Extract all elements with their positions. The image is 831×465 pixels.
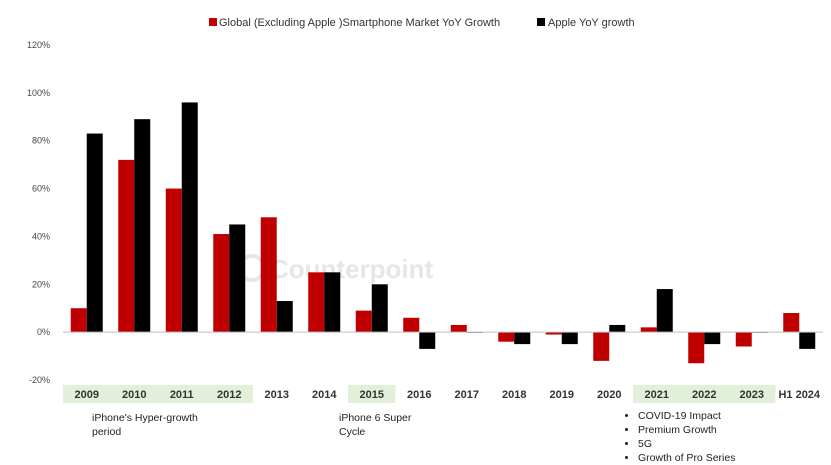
x-tick-label: 2010 [122, 389, 146, 401]
watermark: Counterpoint [238, 254, 434, 284]
category-highlights [63, 385, 776, 403]
x-tick-label: 2009 [75, 389, 99, 401]
x-tick-label: 2014 [312, 389, 337, 401]
legend-swatch-apple [537, 18, 545, 26]
annotation-hyper-growth: iPhone's Hyper-growth period [92, 412, 198, 438]
x-tick-label: 2012 [217, 389, 241, 401]
legend: Global (Excluding Apple )Smartphone Mark… [209, 17, 635, 29]
x-tick-label: 2019 [550, 389, 574, 401]
y-tick-label: 40% [32, 231, 50, 241]
driver-item: 5G [638, 437, 775, 451]
bar-apple-2016 [419, 332, 436, 349]
bar-global-2021 [640, 327, 657, 333]
bar-global-2011 [165, 188, 182, 333]
y-tick-label: 60% [32, 184, 50, 194]
annotation-iphone6: iPhone 6 Super Cycle [339, 412, 412, 438]
x-tick-label: 2022 [692, 389, 716, 401]
bar-global-2012 [213, 234, 230, 333]
bar-global-2023 [735, 332, 752, 347]
bar-apple-2009 [86, 133, 103, 333]
watermark-text: Counterpoint [270, 254, 434, 284]
bar-apple-2015 [371, 284, 388, 333]
bar-global-2017 [450, 324, 467, 333]
y-tick-label: 80% [32, 136, 50, 146]
y-axis: 120% 100% 80% 60% 40% 20% 0% -20% [27, 40, 50, 385]
bar-global-2010 [118, 159, 135, 333]
category-highlight [728, 385, 776, 403]
y-tick-label: -20% [29, 375, 50, 385]
legend-label-global: Global (Excluding Apple )Smartphone Mark… [219, 17, 500, 29]
legend-label-apple: Apple YoY growth [548, 17, 635, 29]
y-tick-label: 0% [37, 327, 50, 337]
bar-apple-h1-2024 [799, 332, 816, 349]
driver-item: COVID-19 Impact [638, 409, 775, 423]
category-highlight [63, 385, 111, 403]
annotation-2021-drivers: COVID-19 Impact Premium Growth 5G Growth… [625, 409, 775, 465]
category-highlight [633, 385, 681, 403]
bar-apple-2019 [561, 332, 578, 345]
bar-apple-2022 [704, 332, 721, 345]
bar-apple-2013 [276, 301, 293, 333]
bar-global-2015 [355, 310, 372, 333]
x-tick-label: 2020 [597, 389, 621, 401]
bar-global-2019 [545, 332, 562, 335]
x-tick-label: 2023 [740, 389, 764, 401]
category-highlight [348, 385, 396, 403]
bars [70, 102, 816, 364]
bar-global-2016 [403, 317, 420, 333]
bar-global-2009 [70, 308, 87, 333]
x-tick-label: H1 2024 [778, 389, 820, 401]
y-tick-label: 120% [27, 40, 50, 50]
x-tick-label: 2011 [170, 389, 194, 401]
legend-swatch-global [209, 18, 217, 26]
x-tick-label: 2016 [407, 389, 431, 401]
bar-apple-2010 [134, 119, 151, 333]
x-tick-label: 2021 [645, 389, 669, 401]
bar-apple-2018 [514, 332, 531, 345]
bar-global-2020 [593, 332, 610, 361]
bar-global-2014 [308, 272, 325, 333]
category-highlight [205, 385, 253, 403]
bar-apple-2012 [229, 224, 246, 333]
category-highlight [158, 385, 206, 403]
x-tick-label: 2017 [455, 389, 479, 401]
x-tick-label: 2013 [265, 389, 289, 401]
driver-list: COVID-19 Impact Premium Growth 5G Growth… [625, 409, 775, 465]
bar-apple-2014 [324, 272, 341, 333]
category-highlight [680, 385, 728, 403]
bar-global-2018 [498, 332, 515, 342]
bar-global-2022 [688, 332, 705, 364]
x-axis: 2009 2010 2011 2012 2013 2014 2015 2016 2017 2018… [75, 389, 821, 401]
x-tick-label: 2015 [360, 389, 384, 401]
bar-apple-2011 [181, 102, 198, 333]
y-tick-label: 20% [32, 279, 50, 289]
driver-item: Growth of Pro Series [638, 451, 775, 465]
bar-apple-2020 [609, 324, 626, 333]
bar-global-2013 [260, 217, 277, 333]
driver-item: Premium Growth [638, 423, 775, 437]
x-tick-label: 2018 [502, 389, 526, 401]
y-tick-label: 100% [27, 88, 50, 98]
bar-apple-2021 [656, 289, 673, 333]
bar-global-h1-2024 [783, 313, 800, 333]
category-highlight [110, 385, 158, 403]
